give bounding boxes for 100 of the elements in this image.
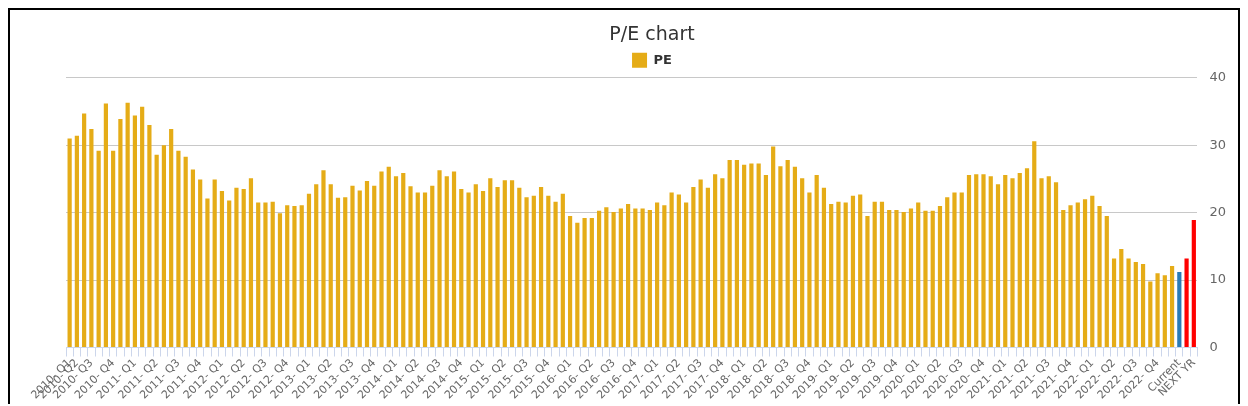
bar	[415, 192, 420, 348]
bar	[1003, 174, 1008, 348]
bar	[103, 103, 108, 348]
bar	[575, 222, 580, 348]
bar	[974, 174, 979, 348]
bar	[1111, 258, 1117, 348]
bar	[1017, 172, 1022, 348]
bar	[669, 192, 674, 348]
bar	[626, 203, 631, 348]
bar	[727, 160, 732, 348]
bar	[923, 210, 928, 348]
bar	[1104, 216, 1109, 348]
bar	[894, 209, 899, 348]
bar	[451, 171, 457, 348]
bar	[691, 187, 696, 348]
y-tick-label: 40	[1209, 69, 1226, 85]
chart-title: P/E chart	[609, 22, 695, 45]
bar	[277, 213, 283, 348]
bar	[299, 205, 304, 348]
bar	[1133, 261, 1138, 348]
legend-label: PE	[653, 51, 672, 67]
bar	[596, 210, 602, 348]
bar	[1010, 178, 1015, 348]
bar	[1184, 258, 1189, 348]
y-tick-label: 10	[1209, 271, 1226, 287]
bar	[887, 209, 892, 348]
y-tick-label: 0	[1209, 338, 1218, 354]
bar	[785, 160, 790, 348]
bar	[705, 187, 710, 348]
bar	[379, 171, 384, 348]
bar	[466, 192, 471, 348]
bar	[647, 209, 652, 348]
bar	[858, 194, 863, 348]
bar	[219, 191, 225, 348]
bar	[843, 202, 848, 348]
bar	[872, 201, 877, 348]
bar	[807, 192, 812, 348]
bar	[270, 201, 275, 348]
bar	[1075, 202, 1080, 348]
bar	[618, 208, 623, 348]
bar	[952, 192, 957, 348]
bar	[1155, 273, 1160, 348]
bar	[698, 179, 703, 348]
bar	[1162, 275, 1167, 348]
bar	[190, 169, 196, 348]
bar	[285, 205, 290, 348]
bar	[111, 150, 116, 348]
bar	[488, 178, 493, 348]
bar	[546, 195, 551, 348]
bar	[205, 198, 210, 348]
bar	[676, 194, 681, 348]
bar	[1061, 209, 1066, 348]
bar	[212, 179, 217, 348]
bar	[567, 216, 573, 348]
bar	[154, 154, 159, 348]
bar	[444, 176, 449, 348]
bar	[364, 180, 370, 348]
bar	[183, 156, 188, 348]
bar	[1032, 141, 1037, 348]
bar	[865, 216, 870, 348]
bar	[1177, 272, 1182, 348]
bar	[560, 193, 565, 348]
bar	[778, 166, 783, 348]
bar	[524, 197, 529, 348]
bar	[1053, 182, 1059, 348]
bar	[132, 115, 138, 348]
bar	[531, 195, 536, 348]
bar	[169, 129, 174, 348]
bar	[640, 208, 645, 348]
bar	[582, 218, 587, 348]
bar	[263, 202, 268, 348]
bar	[1148, 281, 1153, 348]
bar	[1140, 263, 1146, 348]
bar	[292, 205, 297, 348]
bar	[959, 192, 964, 348]
bar	[713, 174, 718, 348]
bar	[720, 178, 725, 348]
bar	[248, 178, 254, 348]
bar	[662, 205, 667, 348]
bar	[96, 150, 101, 348]
bar	[314, 184, 319, 348]
bar	[393, 176, 399, 348]
bar	[328, 184, 333, 348]
bar	[82, 113, 87, 348]
bar	[386, 166, 391, 348]
bar	[908, 208, 914, 348]
bar	[1090, 195, 1095, 348]
bar	[937, 205, 943, 348]
bar	[553, 201, 558, 348]
bar	[473, 184, 478, 348]
bar	[749, 163, 754, 348]
bar	[1068, 205, 1073, 348]
bar	[140, 106, 145, 348]
bar	[306, 193, 312, 348]
bar	[256, 202, 261, 348]
y-tick-label: 20	[1209, 204, 1226, 220]
bar	[916, 202, 921, 348]
y-tick-label: 30	[1209, 136, 1226, 152]
bar	[234, 187, 239, 348]
bar	[321, 170, 326, 348]
